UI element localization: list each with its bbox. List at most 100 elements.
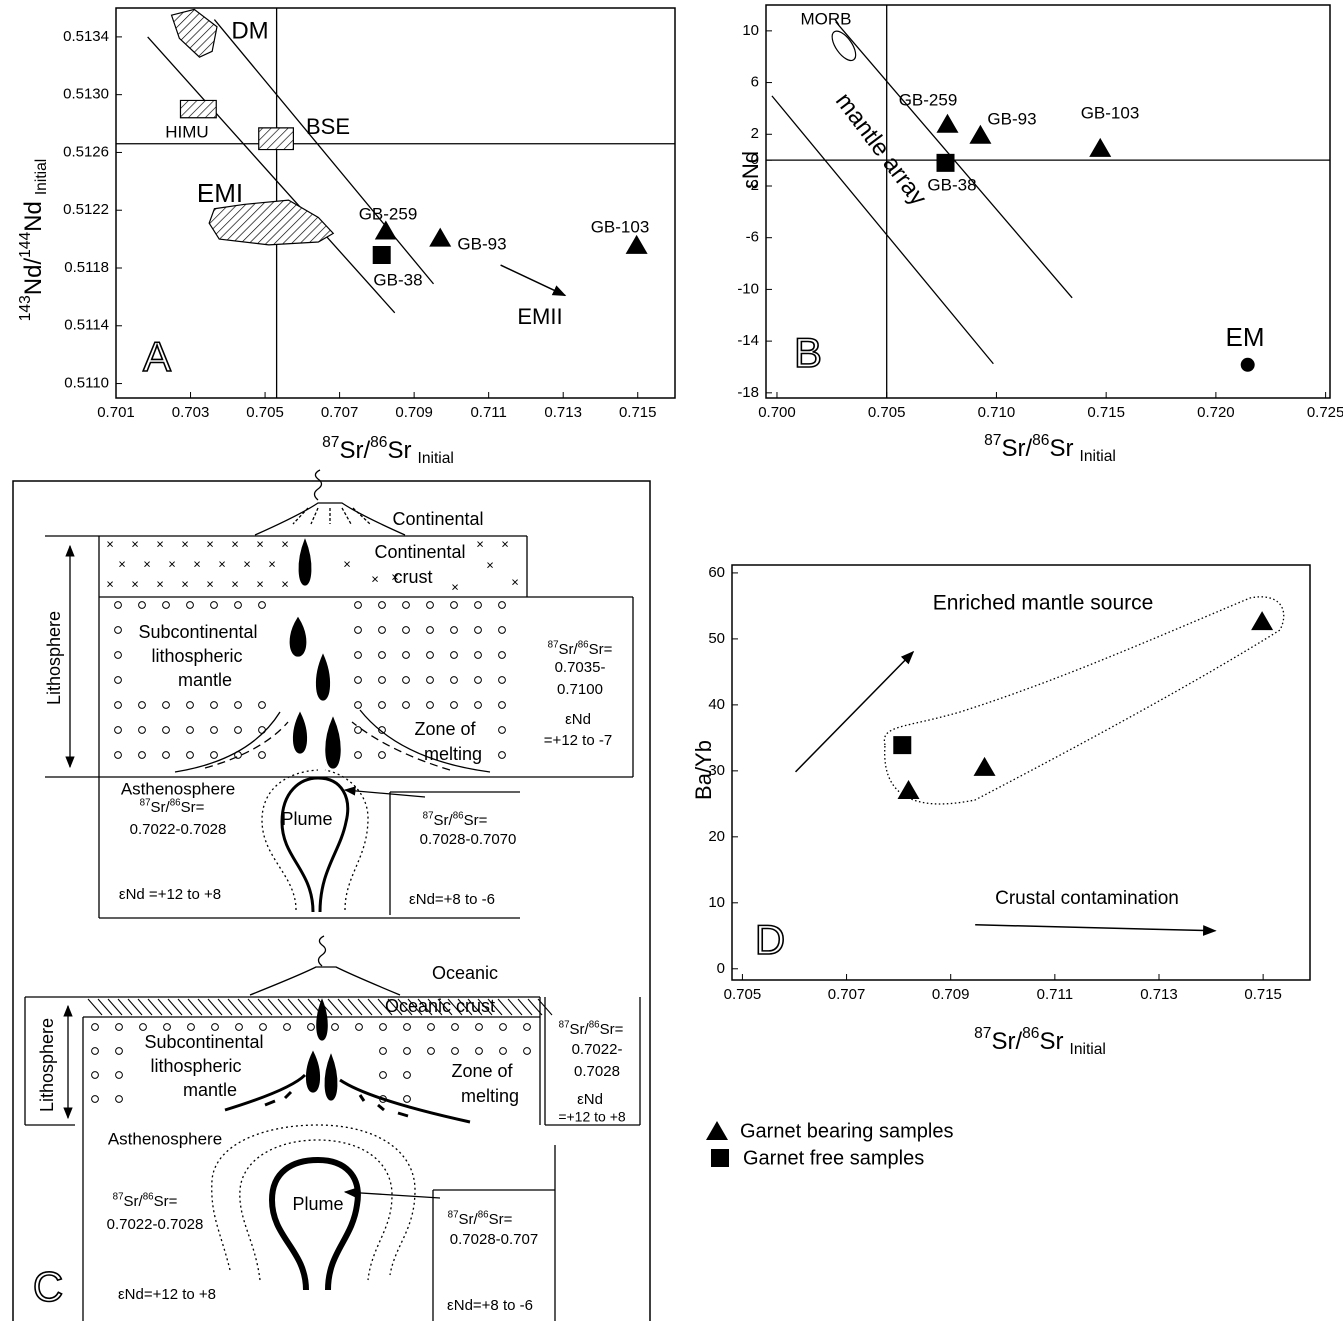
diagram-line [343, 786, 426, 798]
mantle-symbol [210, 601, 218, 609]
mantle-symbol [474, 701, 482, 709]
diagram-line [117, 998, 133, 1016]
x-tick-label: 0.705 [724, 986, 762, 1003]
mantle-symbol [403, 1047, 411, 1055]
mantle-symbol [378, 726, 386, 734]
diagram-label: εNd=+8 to -6 [409, 891, 495, 908]
reservoir-label: DM [231, 17, 268, 44]
mantle-symbol [450, 626, 458, 634]
magma-drop [298, 538, 312, 586]
crust-symbol: × [193, 556, 201, 571]
sample-point [1089, 137, 1112, 157]
crust-symbol: × [231, 536, 239, 551]
point-label: GB-93 [987, 109, 1036, 128]
diagram-line [477, 998, 493, 1016]
legend-marker [711, 1149, 729, 1167]
diagram-label: crust [393, 567, 432, 587]
mantle-symbol [354, 626, 362, 634]
mantle-symbol [474, 601, 482, 609]
diagram-line [497, 998, 513, 1016]
point-label: GB-259 [899, 90, 958, 109]
point-label: GB-259 [359, 204, 418, 223]
mantle-symbol [115, 1095, 123, 1103]
text-part: 86 [1032, 432, 1049, 449]
text-part: 86 [170, 797, 181, 808]
y-tick-label: 40 [708, 696, 725, 713]
mantle-symbol [211, 1023, 219, 1031]
mantle-symbol [475, 1023, 483, 1031]
diagram-line [517, 998, 533, 1016]
diagram-label: Subcontinental [138, 622, 257, 642]
text-part: Sr/ [459, 1211, 479, 1228]
enriched-envelope [883, 596, 1285, 805]
crust-symbol: × [156, 576, 164, 591]
plot-frame [765, 4, 1331, 399]
diagram-label: 87Sr/86Sr= [448, 1209, 513, 1228]
point-label: GB-38 [373, 270, 422, 289]
mantle-symbol [162, 601, 170, 609]
crust-symbol: × [391, 569, 399, 584]
x-tick-label: 0.707 [828, 986, 866, 1003]
mantle-symbol [426, 676, 434, 684]
mantle-symbol [402, 601, 410, 609]
mantle-symbol [498, 676, 506, 684]
reservoir-field [170, 8, 218, 58]
crust-symbol: × [281, 576, 289, 591]
magma-drop [325, 716, 341, 769]
text-part: 87 [984, 432, 1001, 449]
diagram-line [377, 998, 393, 1016]
sample-point [625, 234, 648, 254]
diagram-label: Oceanic crust [385, 996, 495, 1016]
plume-halo [239, 1139, 393, 1281]
mantle-symbol [115, 1023, 123, 1031]
diagram-label: εNd=+8 to -6 [447, 1297, 533, 1314]
melting-curve [204, 721, 289, 769]
reservoir-label: HIMU [165, 122, 208, 141]
mantle-symbol [114, 601, 122, 609]
mantle-symbol [378, 626, 386, 634]
mantle-symbol [379, 1071, 387, 1079]
crust-symbol: × [131, 536, 139, 551]
arrow-label: Enriched mantle source [933, 592, 1154, 615]
diagram-label: 87Sr/86Sr= [423, 810, 488, 829]
mantle-symbol [378, 676, 386, 684]
text-part: 87 [322, 434, 339, 451]
sample-point [893, 736, 912, 755]
panel-letter: C [33, 1263, 63, 1310]
mantle-symbol [426, 601, 434, 609]
diagram-line [387, 998, 403, 1016]
mantle-symbol [186, 701, 194, 709]
plume [280, 776, 350, 913]
mantle-symbol [475, 1047, 483, 1055]
mantle-array-line [147, 36, 396, 314]
diagram-label: Zone of [414, 719, 476, 739]
y-tick-label: 30 [708, 762, 725, 779]
crust-symbol: × [281, 536, 289, 551]
text-part: Sr= [600, 1021, 624, 1038]
melting-curve [359, 709, 491, 773]
crust-symbol: × [343, 556, 351, 571]
y-axis-label: 143Nd/144Nd Initial [17, 159, 50, 322]
mantle-symbol [162, 751, 170, 759]
text-part: 86 [370, 434, 387, 451]
mantle-symbol [331, 1023, 339, 1031]
text-part: Sr/ [1001, 435, 1032, 462]
text-part: 86 [1022, 1025, 1039, 1042]
diagram-label: Continental [374, 542, 465, 562]
diagram-label: εNd =+12 to +8 [119, 886, 221, 903]
diagram-line [487, 998, 503, 1016]
diagram-line [467, 998, 483, 1016]
mantle-symbol [91, 1095, 99, 1103]
y-tick-label: 60 [708, 564, 725, 581]
crust-symbol: × [476, 536, 484, 551]
crust-symbol: × [231, 576, 239, 591]
eruption-plume [317, 935, 327, 967]
crust-symbol: × [371, 571, 379, 586]
melting-curve [339, 1078, 471, 1124]
magma-drop [289, 616, 307, 657]
x-tick-label: 0.701 [97, 404, 135, 421]
mantle-symbol [498, 601, 506, 609]
text-part: Sr [1039, 1028, 1063, 1055]
mantle-symbol [450, 601, 458, 609]
diagram-label: 87Sr/86Sr= [559, 1019, 624, 1038]
